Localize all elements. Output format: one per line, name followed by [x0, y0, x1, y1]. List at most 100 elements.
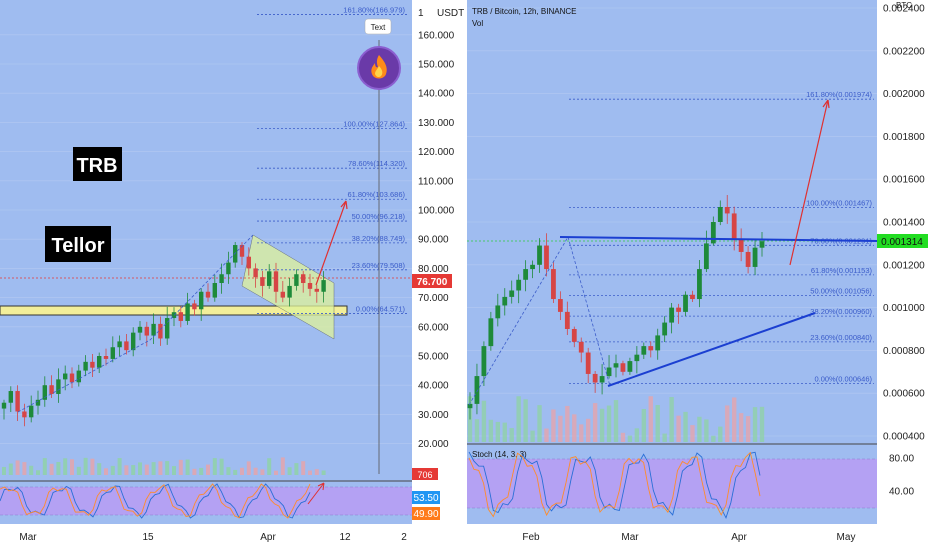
left-candle-body — [35, 399, 41, 406]
left-candle-body — [131, 332, 136, 351]
left-candle-body — [185, 303, 190, 321]
left-volume-tag-bg — [412, 468, 438, 480]
left-volume-bar — [226, 467, 231, 475]
left-candle-body — [205, 291, 211, 298]
left-candle-body — [239, 245, 245, 257]
right-volume-bar — [620, 432, 626, 442]
left-candle-body — [49, 385, 54, 394]
left-candle-body — [76, 370, 81, 383]
left-candle-body — [83, 361, 88, 371]
right-candle-body — [724, 207, 730, 214]
left-candle-body — [117, 341, 122, 348]
left-volume-bar — [172, 466, 176, 475]
left-volume-tag-value: 706 — [417, 470, 432, 480]
left-volume-bar — [151, 462, 156, 475]
left-volume-bar — [124, 465, 129, 475]
trb-label-background — [73, 147, 122, 181]
left-stoch-k-line — [0, 483, 311, 519]
right-candle-body — [648, 346, 654, 351]
right-target-arrowhead — [822, 99, 830, 109]
right-candle-body — [537, 245, 542, 265]
left-volume-bar — [240, 467, 244, 475]
left-axis-unit: USDT — [437, 8, 464, 19]
left-candle-body — [137, 326, 143, 333]
left-volume-bar — [321, 470, 326, 475]
left-candle-body — [273, 271, 279, 292]
left-volume-bar — [138, 462, 142, 475]
right-volume-bar — [537, 405, 542, 442]
left-x-tick: 15 — [142, 532, 154, 543]
left-candle-body — [165, 318, 170, 339]
right-candles — [467, 194, 765, 420]
left-current-price-tag-bg — [412, 274, 452, 288]
text-tooltip[interactable]: Text — [364, 18, 392, 35]
left-x-tick: Mar — [19, 532, 37, 543]
left-volume-bar — [287, 467, 292, 475]
right-candle-body — [752, 247, 758, 267]
right-fib-label: 38.20%(0.000960) — [810, 307, 872, 316]
tellor-label-background — [45, 226, 111, 262]
right-candle-body — [676, 307, 681, 312]
left-volume-bar — [260, 469, 265, 475]
left-volume-bar — [253, 467, 258, 475]
right-x-tick: Apr — [731, 532, 747, 543]
right-time-axis: Feb Mar Apr May — [522, 532, 855, 543]
trb-label: TRB — [76, 155, 117, 177]
left-candle-body — [15, 391, 20, 412]
left-candle-body — [8, 391, 13, 403]
right-volume-bar — [565, 405, 570, 442]
right-volume-bar — [697, 416, 702, 442]
left-fib-label: 61.80%(103.686) — [347, 190, 405, 199]
left-candle-body — [124, 341, 129, 351]
right-y-tick: 0.002200 — [883, 46, 925, 57]
right-volume-bar — [648, 396, 653, 442]
right-stoch-d-line — [468, 451, 761, 518]
right-volume-bars — [467, 396, 765, 442]
left-volume-bar — [144, 464, 149, 475]
left-y-tick: 90.000 — [418, 235, 449, 246]
right-volume-bar — [488, 419, 494, 442]
right-fib-label: 100.00%(0.001467) — [806, 199, 872, 208]
left-candle-body — [212, 283, 217, 298]
left-volume-bars — [2, 457, 326, 475]
right-current-price: 0.001314 — [881, 237, 923, 248]
left-volume-bar — [294, 463, 299, 475]
left-stoch-d-line — [0, 483, 311, 519]
right-candle-body — [662, 322, 668, 336]
right-fib-label: 61.80%(0.001153) — [811, 266, 873, 275]
left-fib-label: 0.00%(64.571) — [356, 304, 406, 313]
right-candle-body — [544, 245, 549, 270]
right-candle-body — [710, 222, 716, 244]
right-stoch-label: Stoch (14, 3, 3) — [472, 450, 527, 459]
left-volume-bar — [185, 459, 190, 475]
left-y-tick: 150.000 — [418, 60, 455, 71]
left-candle-body — [103, 356, 109, 359]
right-volume-bar — [495, 421, 501, 442]
left-candle-body — [171, 312, 177, 319]
left-price-axis: 160.000 150.000 140.000 130.000 120.000 110.0… — [418, 30, 455, 450]
left-volume-bar — [83, 457, 88, 475]
left-volume-bar — [267, 458, 272, 475]
left-volume-bar — [2, 466, 6, 475]
left-candle-body — [69, 373, 75, 383]
left-candle-body — [233, 245, 238, 263]
left-x-tick: 12 — [339, 532, 351, 543]
right-candle-body — [551, 269, 556, 300]
right-volume-bar — [738, 413, 744, 442]
right-candle-body — [571, 329, 577, 342]
right-candle-body — [585, 352, 591, 374]
right-candle-body — [564, 311, 570, 329]
fire-icon — [357, 46, 401, 90]
right-candle-body — [523, 269, 529, 280]
left-volume-tag: 706 — [412, 468, 438, 480]
right-volume-bar — [662, 433, 667, 442]
right-volume-bar — [731, 397, 737, 442]
left-candle-body — [90, 361, 95, 368]
right-candle-body — [745, 251, 751, 267]
right-y-tick: 0.002400 — [883, 4, 925, 15]
left-volume-bar — [165, 461, 170, 475]
ascending-support-line — [607, 312, 816, 387]
right-current-price-tag: 0.001314 — [877, 234, 928, 248]
